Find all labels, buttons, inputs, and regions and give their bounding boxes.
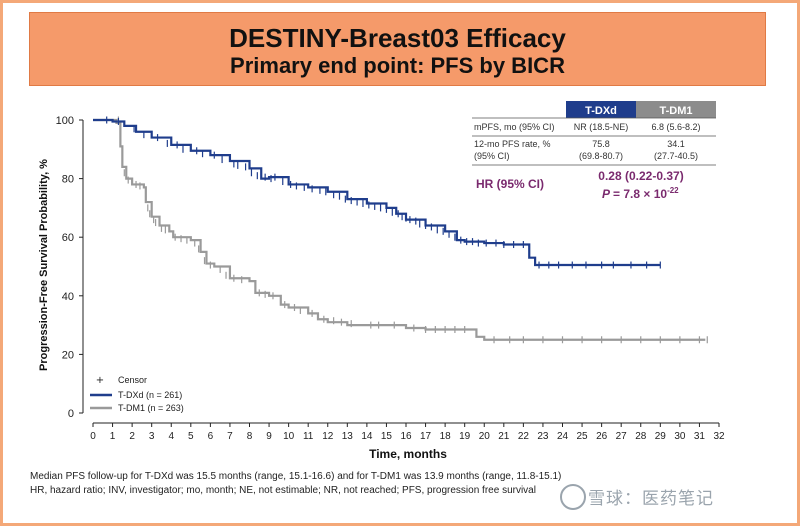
x-tick-label: 9 xyxy=(266,431,272,442)
x-tick-label: 16 xyxy=(400,431,412,442)
x-tick-label: 30 xyxy=(674,431,686,442)
chart-censor-marks xyxy=(106,116,708,344)
watermark-logo-icon xyxy=(560,484,586,510)
row2-tdxd: 75.8 xyxy=(592,139,610,149)
x-tick-label: 5 xyxy=(188,431,194,442)
p-text: = 7.8 × 10 xyxy=(613,187,667,201)
row2-tdxd-ci: (69.8-80.7) xyxy=(579,151,623,161)
y-tick-label: 80 xyxy=(62,174,74,186)
x-tick-label: 10 xyxy=(283,431,295,442)
x-tick-label: 25 xyxy=(577,431,589,442)
x-tick-label: 23 xyxy=(537,431,549,442)
legend: + Censor T-DXd (n = 261) T-DM1 (n = 263) xyxy=(90,375,184,413)
x-tick-label: 20 xyxy=(479,431,491,442)
row2-label2: (95% CI) xyxy=(474,151,510,161)
p-value: P = 7.8 × 10-22 xyxy=(602,186,679,201)
title-banner: DESTINY-Breast03 Efficacy Primary end po… xyxy=(29,12,766,86)
x-tick-label: 17 xyxy=(420,431,432,442)
x-tick-label: 0 xyxy=(90,431,96,442)
x-tick-label: 26 xyxy=(596,431,608,442)
x-tick-label: 14 xyxy=(361,431,373,442)
y-tick-label: 40 xyxy=(62,291,74,303)
row2-tdm1: 34.1 xyxy=(667,139,685,149)
header-tdxd: T-DXd xyxy=(585,105,617,117)
x-tick-label: 6 xyxy=(208,431,214,442)
y-tick-label: 20 xyxy=(62,349,74,361)
legend-censor-mark: + xyxy=(96,375,104,386)
header-tdxd-cell xyxy=(566,101,636,118)
x-tick-label: 15 xyxy=(381,431,393,442)
x-axis-label: Time, months xyxy=(369,447,447,461)
hr-label: HR (95% CI) xyxy=(476,177,544,191)
watermark-text: 雪球：医药笔记 xyxy=(588,489,714,509)
header-tdm1: T-DM1 xyxy=(660,105,693,117)
y-axis-label: Progression-Free Survival Probability, % xyxy=(38,159,50,371)
y-tick-label: 0 xyxy=(68,408,74,420)
row2-tdm1-ci: (27.7-40.5) xyxy=(654,151,698,161)
slide-title: DESTINY-Breast03 Efficacy xyxy=(229,23,566,53)
slide-subtitle: Primary end point: PFS by BICR xyxy=(230,53,565,78)
y-tick-label: 60 xyxy=(62,232,74,244)
y-tick-label: 100 xyxy=(56,115,74,127)
row1-label: mPFS, mo (95% CI) xyxy=(474,122,555,132)
row1-tdm1: 6.8 (5.6-8.2) xyxy=(651,122,700,132)
x-tick-label: 7 xyxy=(227,431,233,442)
footnote-abbreviations: HR, hazard ratio; INV, investigator; mo,… xyxy=(30,485,536,496)
x-tick-label: 18 xyxy=(440,431,452,442)
legend-tdm1-label: T-DM1 (n = 263) xyxy=(118,403,184,413)
x-tick-label: 1 xyxy=(110,431,116,442)
x-tick-label: 29 xyxy=(655,431,667,442)
x-tick-label: 3 xyxy=(149,431,155,442)
header-tdm1-cell xyxy=(636,101,716,118)
legend-tdxd-label: T-DXd (n = 261) xyxy=(118,390,182,400)
x-tick-label: 11 xyxy=(303,431,314,442)
x-tick-label: 27 xyxy=(616,431,628,442)
x-tick-label: 4 xyxy=(168,431,174,442)
footnote-followup: Median PFS follow-up for T-DXd was 15.5 … xyxy=(30,471,562,482)
x-tick-label: 2 xyxy=(129,431,135,442)
hr-value: 0.28 (0.22-0.37) xyxy=(598,169,683,183)
x-tick-label: 24 xyxy=(557,431,569,442)
p-exponent: -22 xyxy=(667,186,679,195)
x-tick-label: 12 xyxy=(322,431,334,442)
x-tick-label: 13 xyxy=(342,431,354,442)
x-tick-label: 19 xyxy=(459,431,471,442)
tdxd-curve xyxy=(93,118,661,267)
row2-label: 12-mo PFS rate, % xyxy=(474,139,551,149)
p-prefix: P xyxy=(602,187,611,201)
x-tick-label: 32 xyxy=(713,431,725,442)
legend-censor-label: Censor xyxy=(118,375,147,385)
x-tick-label: 21 xyxy=(498,431,510,442)
row1-tdxd: NR (18.5-NE) xyxy=(574,122,629,132)
x-tick-label: 31 xyxy=(694,431,706,442)
stats-table: T-DXd T-DM1 mPFS, mo (95% CI) NR (18.5-N… xyxy=(472,101,716,201)
x-tick-label: 8 xyxy=(247,431,253,442)
x-tick-label: 22 xyxy=(518,431,530,442)
x-tick-label: 28 xyxy=(635,431,647,442)
